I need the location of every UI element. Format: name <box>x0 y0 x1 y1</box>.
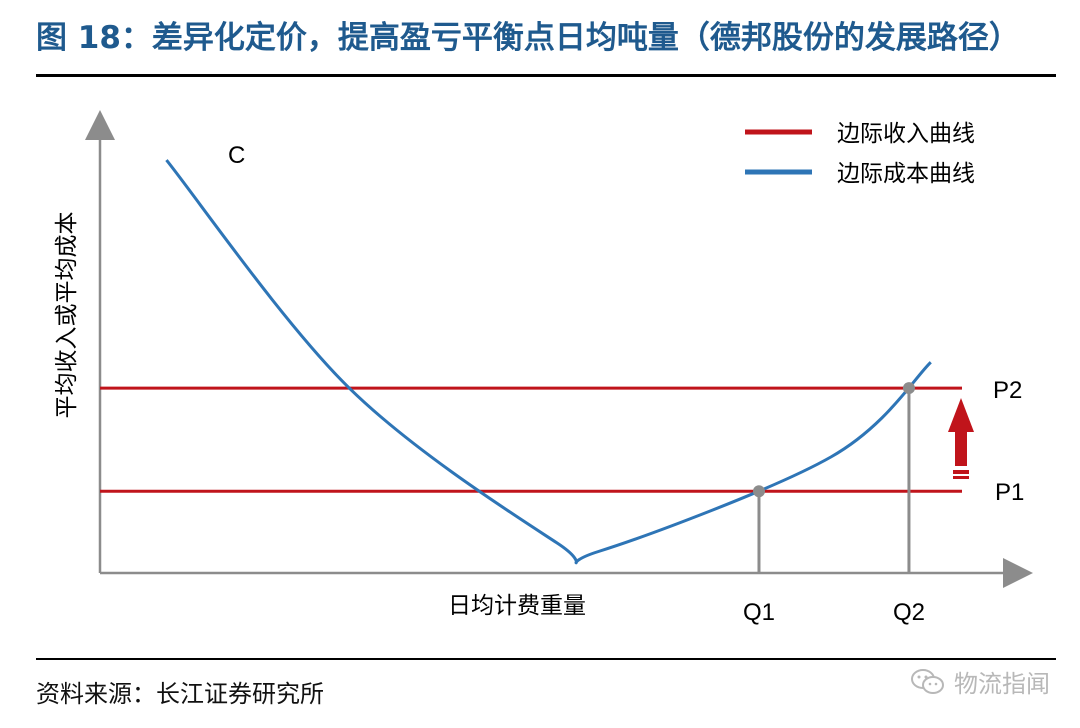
q1-label: Q1 <box>743 599 775 626</box>
q2-label: Q2 <box>893 599 925 626</box>
legend-label-cost: 边际成本曲线 <box>837 161 975 187</box>
y-axis-label: 平均收入或平均成本 <box>54 212 80 419</box>
q2-intersection-dot <box>902 382 915 395</box>
p2-label: P2 <box>993 377 1022 404</box>
cost-curve <box>165 159 932 565</box>
watermark: 物流指闻 <box>910 664 1050 699</box>
footer-rule <box>36 658 1056 660</box>
q1-intersection-dot <box>752 485 765 498</box>
curve-label-c: C <box>228 142 245 169</box>
x-axis-label: 日均计费重量 <box>448 593 586 619</box>
legend: 边际收入曲线 边际成本曲线 <box>745 121 975 187</box>
title-rule <box>36 74 1056 77</box>
figure-title: 图 18：差异化定价，提高盈亏平衡点日均吨量（德邦股份的发展路径） <box>36 20 1020 56</box>
wechat-icon <box>911 668 944 694</box>
legend-label-revenue: 边际收入曲线 <box>837 121 975 147</box>
p1-label: P1 <box>995 479 1024 506</box>
watermark-text: 物流指闻 <box>954 670 1050 698</box>
source-note: 资料来源：长江证券研究所 <box>36 680 324 708</box>
price-increase-arrow <box>948 398 974 479</box>
